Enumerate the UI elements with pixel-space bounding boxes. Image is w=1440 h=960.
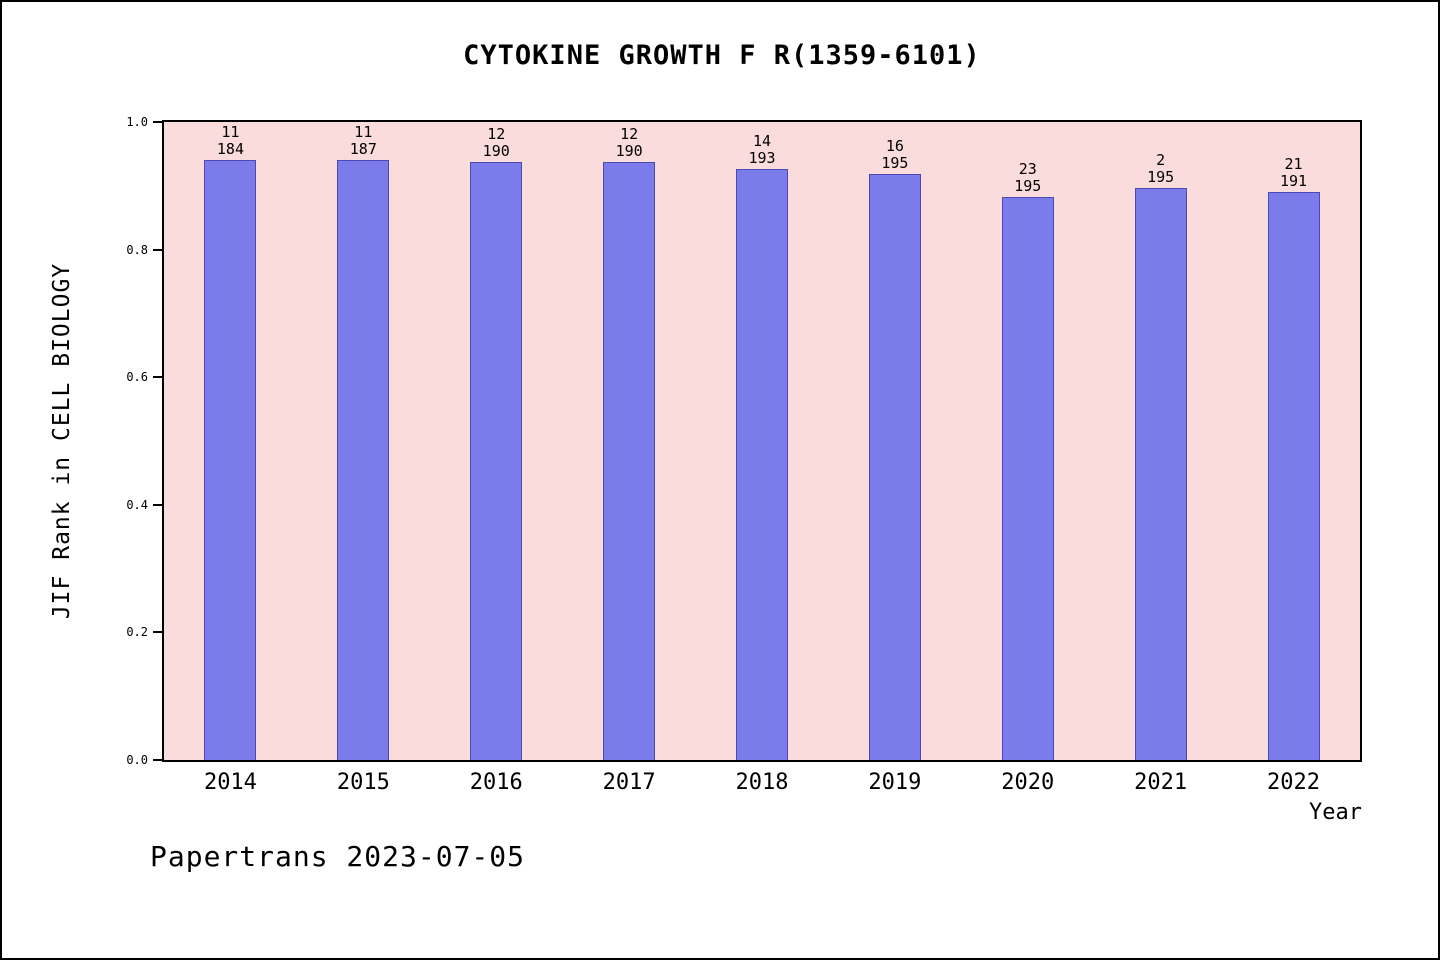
x-tick-label-2016: 2016	[469, 770, 523, 795]
y-tick-label: 0.6	[126, 370, 148, 384]
y-tick-label: 0.8	[126, 243, 148, 257]
bar-rank-label: 12	[620, 125, 639, 143]
x-tick-label-2018: 2018	[735, 770, 789, 795]
bar-total-label: 187	[349, 140, 377, 158]
bar-value-label-2014: 11 184	[217, 124, 244, 158]
bar-2022	[1268, 192, 1320, 760]
bar-rank-label: 16	[885, 137, 904, 155]
footer-watermark: Papertrans 2023-07-05	[150, 840, 526, 873]
bar-value-label-2021: 2 195	[1147, 152, 1174, 186]
bar-2015	[337, 160, 389, 760]
bar-value-label-2019: 16 195	[881, 138, 908, 172]
bar-2017	[603, 162, 655, 760]
bar-value-label-2015: 11 187	[350, 124, 377, 158]
bar-value-label-2017: 12 190	[616, 126, 643, 160]
bar-value-label-2022: 21 191	[1280, 156, 1307, 190]
bar-2014	[204, 160, 256, 760]
bar-total-label: 190	[482, 142, 510, 160]
bar-total-label: 195	[1014, 177, 1042, 195]
y-tick-mark	[153, 249, 162, 251]
bar-value-label-2018: 14 193	[748, 133, 775, 167]
bar-total-label: 190	[615, 142, 643, 160]
bar-2019	[869, 174, 921, 760]
bar-total-label: 195	[881, 154, 909, 172]
x-tick-label-2014: 2014	[203, 770, 257, 795]
bar-value-label-2020: 23 195	[1014, 161, 1041, 195]
x-tick-label-2019: 2019	[868, 770, 922, 795]
bar-2020	[1002, 197, 1054, 760]
bar-total-label: 193	[748, 149, 776, 167]
bar-total-label: 191	[1280, 172, 1308, 190]
bar-2016	[470, 162, 522, 760]
x-tick-label-2021: 2021	[1134, 770, 1188, 795]
bar-value-label-2016: 12 190	[483, 126, 510, 160]
y-tick-mark	[153, 631, 162, 633]
bar-2021	[1135, 188, 1187, 760]
bar-total-label: 184	[216, 140, 244, 158]
y-tick-label: 0.0	[126, 753, 148, 767]
x-tick-label-2015: 2015	[336, 770, 390, 795]
chart-title: CYTOKINE GROWTH F R(1359-6101)	[463, 40, 981, 71]
bar-total-label: 195	[1147, 168, 1175, 186]
y-axis-title: JIF Rank in CELL BIOLOGY	[49, 262, 75, 620]
x-axis-title: Year	[1309, 800, 1362, 825]
bar-rank-label: 2	[1156, 151, 1166, 169]
x-tick-label-2022: 2022	[1267, 770, 1321, 795]
y-tick-mark	[153, 376, 162, 378]
x-tick-label-2017: 2017	[602, 770, 656, 795]
y-tick-label: 0.4	[126, 498, 148, 512]
bar-rank-label: 21	[1284, 155, 1303, 173]
y-tick-mark	[153, 504, 162, 506]
x-tick-label-2020: 2020	[1001, 770, 1055, 795]
bar-2018	[736, 169, 788, 760]
y-tick-label: 0.2	[126, 625, 148, 639]
y-tick-mark	[153, 759, 162, 761]
bar-rank-label: 11	[354, 123, 373, 141]
bar-rank-label: 14	[752, 132, 772, 150]
plot-area: 11 184 11 187 12 190 12 190 14 193 16 195 23 195 2 195 2…	[162, 120, 1362, 762]
bar-rank-label: 12	[487, 125, 506, 143]
x-axis-labels: 2014 2015 2016 2017 2018 2019 2020 2021 2022	[162, 766, 1362, 800]
bar-rank-label: 23	[1018, 160, 1037, 178]
y-tick-mark	[153, 121, 162, 123]
y-tick-label: 1.0	[126, 115, 148, 129]
bar-rank-label: 11	[221, 123, 240, 141]
